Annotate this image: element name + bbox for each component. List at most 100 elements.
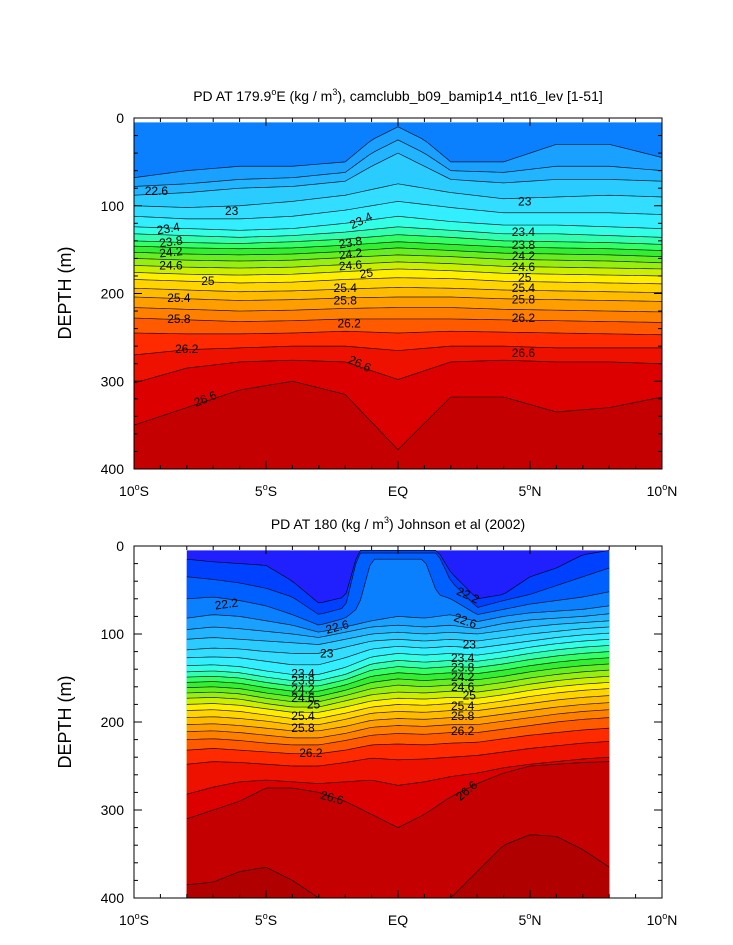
- contour-band-26.6: [134, 381, 662, 469]
- contour-label: 24.6: [338, 257, 363, 273]
- contour-line-24.8: [134, 268, 662, 277]
- contour-label: 25.4: [291, 709, 315, 723]
- contour-line-26: [134, 330, 662, 336]
- panel-top-title-deg: o: [271, 87, 276, 97]
- contour-line-26.8: [186, 834, 610, 898]
- contour-line-26.6: [186, 761, 610, 828]
- y-tick-label: 400: [101, 461, 125, 477]
- contour-label: 25.4: [334, 281, 358, 295]
- contour-label: 23: [463, 638, 477, 652]
- y-tick-label: 0: [116, 538, 124, 554]
- contour-line-23.8: [134, 234, 662, 245]
- contour-line-26.4: [134, 359, 662, 384]
- y-tick-label: 100: [101, 198, 125, 214]
- contour-label: 22.6: [145, 184, 169, 198]
- contour-line-25.2: [134, 287, 662, 293]
- contour-label: 23.8: [338, 234, 364, 252]
- contour-line-22.8: [186, 620, 610, 645]
- contour-line-23.6: [134, 226, 662, 238]
- contour-label: 25.4: [512, 281, 536, 295]
- panel-top-title-main: PD AT 179.9: [193, 88, 271, 104]
- x-tick-label: 5oN: [519, 482, 542, 499]
- panel-bottom-title: PD AT 180 (kg / m3) Johnson et al (2002): [271, 515, 525, 532]
- x-tick-label: 5oS: [255, 911, 277, 928]
- contour-label: 26.6: [319, 788, 345, 808]
- contour-label: 23.4: [291, 667, 315, 681]
- contour-line-23.4: [134, 215, 662, 231]
- panel-bottom-title-main: PD AT 180 (kg / m: [271, 516, 384, 532]
- panel-top-ticks: 10oS 5oS EQ 5oN 10oN 0 100 200 300 400: [101, 110, 678, 499]
- contour-line-25.6: [186, 709, 610, 739]
- contour-line-24.4: [134, 254, 662, 264]
- contour-line-25.4: [186, 702, 610, 732]
- contour-line-25.4: [134, 296, 662, 302]
- contour-line-24.2: [186, 663, 610, 697]
- panel-top: PD AT 179.9oE (kg / m3), camclubb_b09_ba…: [55, 87, 677, 499]
- contour-line-26.4: [186, 756, 610, 795]
- contour-line-23.2: [186, 632, 610, 666]
- contour-band-26.8: [186, 834, 610, 898]
- panel-top-title-sup: 3: [332, 87, 337, 97]
- y-tick-label: 0: [116, 110, 124, 126]
- contour-label: 24.2: [451, 670, 475, 684]
- contour-label: 26.2: [512, 311, 536, 325]
- contour-label: 25.8: [291, 721, 315, 735]
- contour-label: 25.4: [167, 291, 191, 305]
- contour-label: 25.4: [451, 699, 475, 713]
- contour-line-22.4: [134, 126, 662, 179]
- y-tick-label: 400: [101, 890, 125, 906]
- contour-line-23.4: [186, 638, 610, 675]
- contour-label: 24.2: [512, 249, 536, 263]
- contour-label: 25: [518, 271, 532, 285]
- contour-line-24.8: [186, 682, 610, 713]
- y-tick-label: 300: [101, 373, 125, 389]
- contour-label: 26.2: [451, 724, 475, 738]
- contour-label: 24.6: [451, 680, 475, 694]
- contour-line-23: [134, 183, 662, 208]
- panel-bottom-filled-contours: [186, 550, 610, 898]
- contour-label: 25: [307, 697, 321, 711]
- contour-label: 23.8: [291, 674, 315, 688]
- contour-line-26.2: [186, 741, 610, 767]
- contour-line-25: [134, 277, 662, 285]
- contour-line-26.2: [134, 345, 662, 356]
- contour-label: 24.2: [159, 244, 184, 260]
- panel-top-title-post: ), camclubb_b09_bamip14_nt16_lev [1-51]: [337, 88, 602, 104]
- y-tick-label: 100: [101, 626, 125, 642]
- contour-line-22.6: [186, 613, 610, 638]
- contour-label: 24.6: [291, 691, 315, 705]
- contour-label: 23.4: [512, 225, 536, 239]
- contour-label: 25.8: [334, 294, 358, 308]
- x-tick-label: 10oS: [119, 911, 149, 928]
- contour-label: 23.8: [512, 238, 536, 252]
- panel-top-contour-lines: [134, 126, 662, 469]
- x-tick-label: 5oS: [255, 482, 277, 499]
- contour-label: 25.8: [167, 312, 191, 326]
- contour-line-25.8: [134, 317, 662, 323]
- contour-label: 26.6: [512, 346, 536, 360]
- contour-label: 24.2: [291, 682, 315, 696]
- contour-line-23.6: [186, 645, 610, 681]
- contour-line-22.2: [186, 558, 610, 626]
- contour-label: 25: [359, 265, 374, 281]
- contour-label: 22.6: [324, 617, 350, 637]
- contour-label: 23: [518, 194, 532, 208]
- contour-line-25.6: [134, 307, 662, 313]
- contour-label: 23: [225, 204, 239, 218]
- x-tick-label: 5oN: [519, 911, 542, 928]
- y-tick-label: 300: [101, 802, 125, 818]
- panel-top-ylabel: DEPTH (m): [55, 247, 75, 340]
- panel-top-title-mid: E (kg / m: [276, 88, 332, 104]
- x-tick-label: EQ: [388, 912, 408, 928]
- contour-label: 25.8: [512, 293, 536, 307]
- contour-line-24.4: [186, 669, 610, 703]
- contour-label: 22.2: [214, 595, 239, 612]
- contour-line-26: [186, 727, 610, 755]
- contour-label: 24.6: [512, 260, 536, 274]
- contour-line-22.8: [134, 152, 662, 196]
- contour-label: 24.2: [338, 245, 363, 262]
- panel-top-filled-contours: [134, 122, 662, 469]
- contour-line-25: [186, 688, 610, 719]
- contour-line-22.4: [186, 605, 610, 633]
- contour-line-25.8: [186, 717, 610, 746]
